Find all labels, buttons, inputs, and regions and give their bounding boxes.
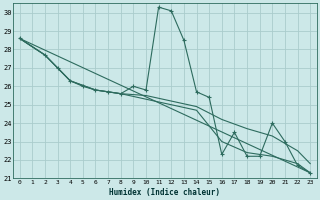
X-axis label: Humidex (Indice chaleur): Humidex (Indice chaleur) — [109, 188, 220, 197]
